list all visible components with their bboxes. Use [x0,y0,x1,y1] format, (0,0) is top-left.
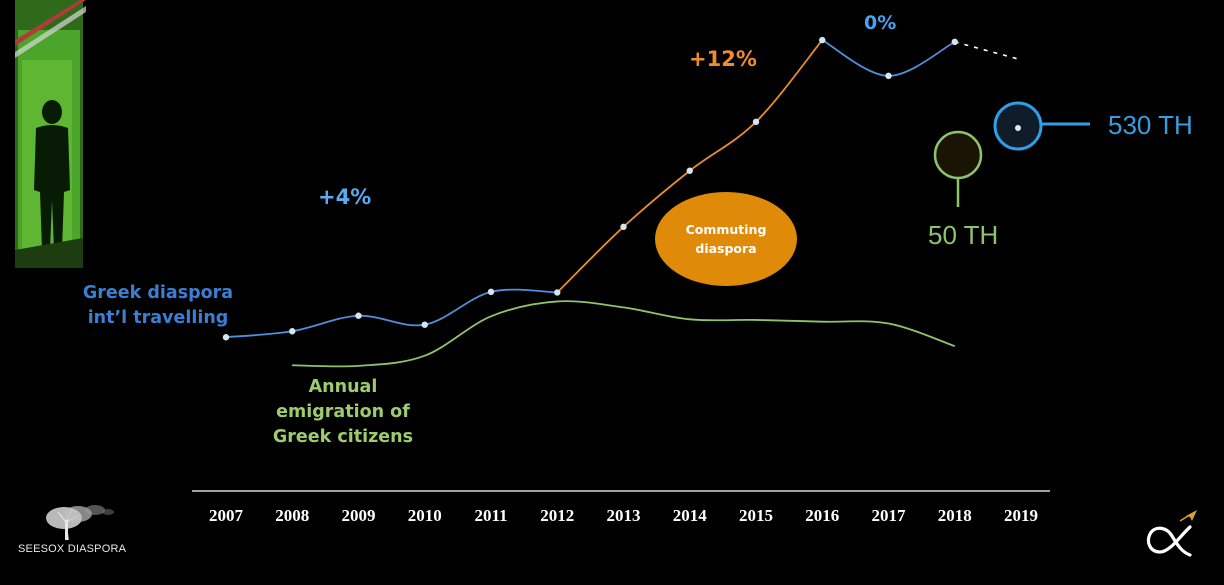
series-point-travel [752,118,760,126]
alpha-logo-icon [1146,510,1197,557]
x-tick-label: 2008 [275,506,309,525]
series-line-emigration [291,300,956,368]
silhouette-photo [15,0,86,268]
x-tick-label: 2010 [408,506,442,525]
series-point-travel [487,288,495,296]
series-point-travel [819,36,826,44]
series-segment-travel [225,288,558,339]
bubble-label-line-1: Commuting [686,222,767,237]
callout-emigration-2018: 50 TH [928,130,998,250]
bubble-label-line-2: diaspora [695,241,756,256]
x-tick-label: 2012 [540,506,574,525]
seesox-tree-logo [46,505,114,541]
x-tick-label: 2016 [805,506,839,525]
legend-emigration-line-1: Annual [309,377,378,397]
x-tick-label: 2018 [938,506,972,525]
series-segment-travel [954,41,1022,61]
x-axis-ticks: 2007 2008 2009 2010 2011 2012 2013 2014 2015 2016… [209,506,1038,525]
annotation-growth-0pct: 0% [864,12,896,34]
legend-travel-line-1: Greek diaspora [83,283,233,303]
commuting-diaspora-bubble: Commuting diaspora [655,192,797,286]
series-point-travel [355,312,362,319]
legend-label-travel: Greek diaspora int’l travelling [83,283,233,328]
callout-ring-emigration [933,130,983,180]
callout-dot-travel [1015,125,1021,131]
series-emigration [291,300,956,368]
series-point-travel [421,321,428,328]
series-point-travel [620,223,627,231]
x-tick-label: 2009 [342,506,376,525]
x-tick-label: 2007 [209,506,244,525]
series-point-travel [554,289,561,296]
legend-emigration-line-3: Greek citizens [273,427,413,447]
series-point-travel [951,38,958,46]
seesox-logo-text: SEESOX DIASPORA [18,543,127,555]
annotation-growth-12pct: +12% [689,47,757,71]
x-tick-label: 2017 [872,506,907,525]
callout-value-travel: 530 TH [1108,110,1193,140]
series-point-travel [289,328,296,335]
x-tick-label: 2013 [607,506,641,525]
x-tick-label: 2014 [673,506,708,525]
series-point-travel [222,334,230,341]
series-point-travel [686,167,693,174]
annotation-growth-4pct: +4% [318,185,371,209]
series-point-travel [885,72,892,80]
series-travel-markers [222,36,958,341]
x-tick-label: 2011 [474,506,507,525]
callout-travel-2019: 530 TH [993,101,1193,151]
legend-travel-line-2: int’l travelling [88,308,229,328]
series-segment-travel [821,39,956,77]
x-tick-label: 2015 [739,506,773,525]
x-tick-label: 2019 [1004,506,1038,525]
legend-emigration-line-2: emigration of [276,402,410,422]
callout-value-emigration: 50 TH [928,220,998,250]
legend-label-emigration: Annual emigration of Greek citizens [273,377,413,447]
